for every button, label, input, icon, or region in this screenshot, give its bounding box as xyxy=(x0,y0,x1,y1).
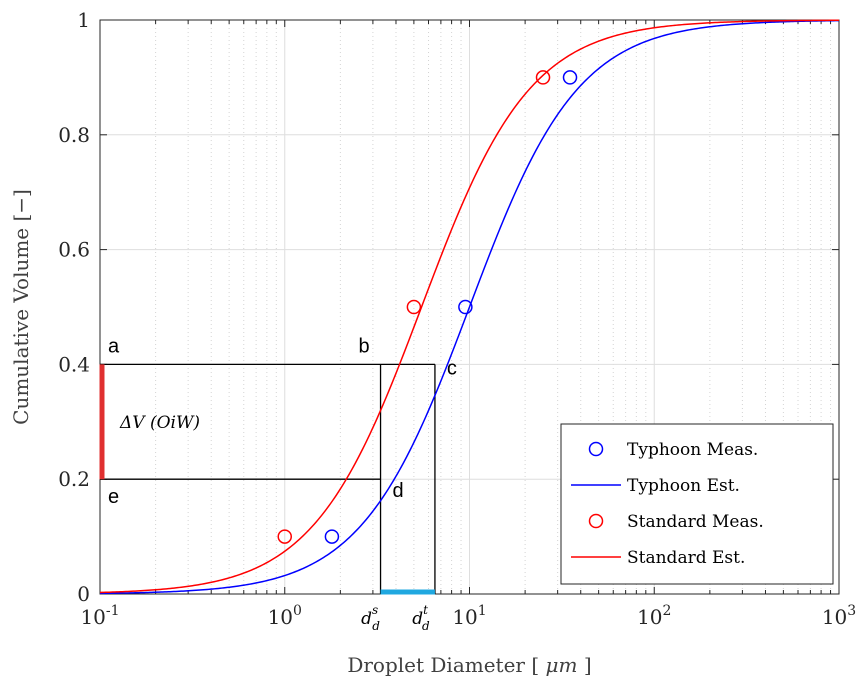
y-tick-label: 1 xyxy=(77,8,90,32)
y-tick-label: 0.6 xyxy=(58,238,90,262)
y-tick-label: 0.2 xyxy=(58,467,90,491)
x-axis-label-unit: μm xyxy=(546,653,578,677)
series-marker xyxy=(324,529,340,544)
legend-entry: Standard Meas. xyxy=(627,512,764,532)
legend-marker xyxy=(588,513,604,529)
point-label-d: d xyxy=(393,480,404,502)
ds-label: ds d xyxy=(361,603,380,633)
legend: Typhoon Meas. Typhoon Est. Standard Meas. S… xyxy=(560,423,834,585)
point-label-e: e xyxy=(108,486,119,508)
dt-label: dt d xyxy=(412,603,430,633)
axis-ticks: 0 0.2 0.4 0.6 0.8 1 10-1 100 101 102 103 xyxy=(58,8,856,629)
x-tick-label: 100 xyxy=(268,603,302,629)
series-curve xyxy=(99,19,840,595)
y-axis-label: Cumulative Volume [−] xyxy=(9,189,33,425)
series xyxy=(99,19,840,595)
point-label-c: c xyxy=(447,357,457,379)
x-axis-label: Droplet Diameter [ μm ] xyxy=(347,653,591,677)
annotation-labels: a b c d e ΔV (OiW) ds d dt d xyxy=(108,335,457,633)
point-label-a: a xyxy=(108,335,120,357)
legend-entry: Typhoon Est. xyxy=(627,476,740,496)
y-tick-label: 0.8 xyxy=(58,123,90,147)
y-tick-label: 0.4 xyxy=(58,352,90,376)
delta-v-label: ΔV (OiW) xyxy=(119,413,200,433)
series-marker xyxy=(562,70,578,85)
y-tick-label: 0 xyxy=(77,582,90,606)
x-tick-label: 102 xyxy=(637,603,671,629)
x-tick-label: 101 xyxy=(452,603,486,629)
legend-entry: Typhoon Meas. xyxy=(627,440,758,460)
series-marker xyxy=(406,299,422,315)
series-marker xyxy=(277,529,292,544)
x-axis-label-bracket-open: [ xyxy=(531,653,539,677)
legend-entry: Standard Est. xyxy=(627,548,745,568)
x-axis-label-bracket-close: ] xyxy=(584,653,592,677)
legend-marker xyxy=(588,441,604,457)
series-curve xyxy=(99,19,840,594)
x-axis-label-text: Droplet Diameter xyxy=(347,653,525,677)
x-tick-label: 103 xyxy=(822,603,856,629)
series-marker xyxy=(458,299,473,315)
point-label-b: b xyxy=(359,335,370,357)
x-tick-label: 10-1 xyxy=(80,603,119,629)
series-marker xyxy=(535,70,551,85)
annotation-lines xyxy=(99,363,436,595)
